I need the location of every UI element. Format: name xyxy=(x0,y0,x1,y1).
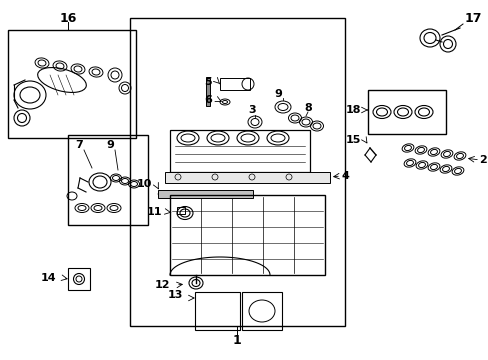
Text: 17: 17 xyxy=(463,12,481,24)
Text: 9: 9 xyxy=(273,89,282,99)
Bar xyxy=(68,268,90,290)
Bar xyxy=(8,30,136,138)
Text: 10: 10 xyxy=(136,179,152,189)
Bar xyxy=(242,292,282,330)
Bar xyxy=(164,172,329,183)
Text: 12: 12 xyxy=(154,280,170,290)
Text: 13: 13 xyxy=(167,290,183,300)
Text: 5: 5 xyxy=(204,77,212,87)
Bar xyxy=(367,90,445,134)
Bar xyxy=(158,190,252,198)
Text: 3: 3 xyxy=(248,105,255,115)
Bar xyxy=(195,292,240,330)
Text: 14: 14 xyxy=(41,273,56,283)
Bar xyxy=(130,18,345,326)
Bar xyxy=(68,135,148,225)
Text: 11: 11 xyxy=(146,207,162,217)
Text: 1: 1 xyxy=(232,333,241,346)
Text: 6: 6 xyxy=(203,95,212,105)
Text: 18: 18 xyxy=(345,105,360,115)
Text: 16: 16 xyxy=(59,12,77,24)
Text: 7: 7 xyxy=(75,140,82,150)
Bar xyxy=(170,195,325,275)
Text: 4: 4 xyxy=(341,171,349,181)
Bar xyxy=(170,130,309,172)
Text: 8: 8 xyxy=(304,103,311,113)
Text: 9: 9 xyxy=(106,140,114,150)
Text: 15: 15 xyxy=(345,135,360,145)
Bar xyxy=(220,78,249,90)
Bar xyxy=(177,207,184,214)
Bar xyxy=(205,78,209,106)
Text: 2: 2 xyxy=(478,155,486,165)
